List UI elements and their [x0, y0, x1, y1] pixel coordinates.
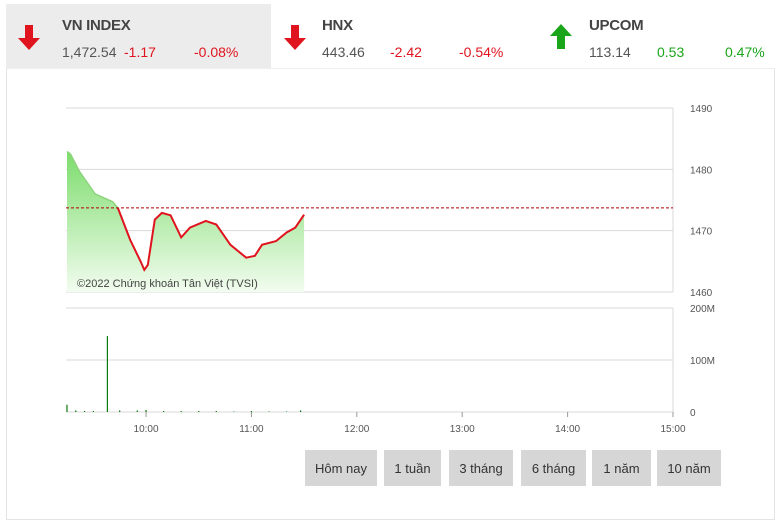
chart-frame: [6, 68, 775, 520]
arrow-up-icon: [550, 24, 572, 49]
time-tick-label: 12:00: [344, 424, 369, 435]
index-value: 113.14: [589, 44, 631, 60]
index-change: -2.42: [390, 44, 422, 60]
range-10year-button[interactable]: 10 năm: [657, 450, 721, 486]
index-vnindex[interactable]: VN INDEX 1,472.54 -1.17 -0.08%: [6, 4, 271, 68]
time-tick-label: 14:00: [555, 424, 580, 435]
watermark: ©2022 Chứng khoán Tân Việt (TVSI): [77, 278, 258, 290]
index-value: 443.46: [322, 44, 365, 60]
time-tick-label: 15:00: [660, 424, 685, 435]
index-name: VN INDEX: [62, 17, 131, 34]
volume-tick-label: 200M: [690, 304, 715, 315]
price-area: [67, 151, 305, 292]
index-hnx[interactable]: HNX 443.46 -2.42 -0.54%: [272, 4, 537, 68]
index-change: 0.53: [657, 44, 685, 60]
range-1week-button[interactable]: 1 tuần: [384, 450, 441, 486]
time-tick-label: 11:00: [239, 424, 264, 435]
range-today-button[interactable]: Hôm nay: [305, 450, 377, 486]
index-name: UPCOM: [589, 17, 644, 34]
index-percent: 0.47%: [725, 44, 765, 60]
volume-tick-label: 100M: [690, 356, 715, 367]
index-percent: -0.54%: [459, 44, 504, 60]
arrow-down-icon: [18, 25, 40, 50]
index-name: HNX: [322, 17, 353, 34]
index-change: -1.17: [124, 44, 156, 60]
time-tick-label: 10:00: [134, 424, 159, 435]
range-1year-button[interactable]: 1 năm: [592, 450, 651, 486]
range-3month-button[interactable]: 3 tháng: [449, 450, 513, 486]
price-tick-label: 1460: [690, 288, 713, 299]
price-tick-label: 1480: [690, 165, 713, 176]
index-upcom[interactable]: UPCOM 113.14 0.53 0.47%: [538, 4, 779, 68]
index-value: 1,472.54: [62, 44, 117, 60]
price-tick-label: 1470: [690, 227, 713, 238]
price-line-below-reference: [116, 208, 305, 272]
price-tick-label: 1490: [690, 104, 713, 115]
volume-tick-label: 0: [690, 408, 696, 419]
arrow-down-icon: [284, 25, 306, 50]
time-tick-label: 13:00: [450, 424, 475, 435]
range-6month-button[interactable]: 6 tháng: [521, 450, 586, 486]
index-percent: -0.08%: [194, 44, 239, 60]
